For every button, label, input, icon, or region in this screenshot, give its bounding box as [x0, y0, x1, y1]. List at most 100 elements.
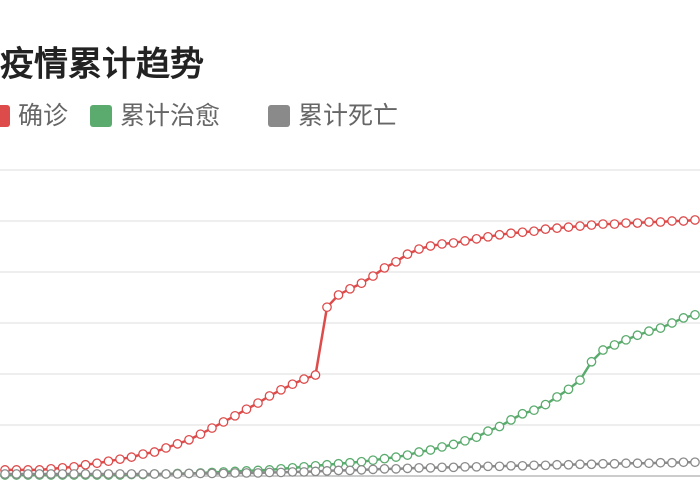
data-point: [92, 458, 102, 469]
data-point: [575, 375, 585, 385]
data-point: [46, 469, 56, 479]
data-point: [356, 278, 367, 289]
data-point: [494, 421, 505, 432]
data-point: [103, 469, 114, 479]
data-point: [402, 463, 413, 474]
data-point: [218, 417, 229, 427]
data-point: [529, 460, 539, 471]
chart-title: 疫情累计趋势: [0, 45, 204, 85]
data-point: [391, 452, 401, 462]
legend-label: 确诊: [18, 101, 68, 130]
data-point: [126, 452, 137, 462]
data-point: [310, 370, 321, 380]
data-point: [690, 215, 700, 225]
data-point: [655, 217, 666, 227]
data-point: [483, 461, 493, 472]
data-point: [506, 415, 516, 425]
data-point: [299, 467, 309, 477]
data-point: [621, 458, 631, 469]
data-point: [287, 467, 298, 477]
data-point: [655, 323, 666, 333]
data-point: [598, 458, 608, 469]
data-point: [149, 469, 160, 479]
data-point: [437, 239, 447, 249]
data-point: [80, 459, 91, 470]
data-point: [368, 464, 378, 475]
data-point: [540, 399, 551, 410]
legend-swatch: [0, 105, 10, 127]
legend-swatch: [268, 105, 290, 127]
data-point: [483, 426, 493, 436]
data-point: [644, 217, 654, 227]
data-point: [632, 218, 643, 228]
data-point: [655, 457, 666, 468]
data-point: [529, 226, 539, 237]
data-point: [241, 468, 252, 478]
data-point: [34, 469, 45, 479]
data-point: [632, 458, 643, 469]
data-point: [437, 462, 447, 473]
data-point: [448, 462, 459, 473]
data-point: [552, 459, 562, 470]
data-point: [276, 467, 286, 478]
series-line: [5, 313, 696, 477]
data-point: [115, 454, 125, 465]
data-point: [644, 458, 654, 469]
data-point: [437, 442, 447, 452]
legend-label: 累计治愈: [120, 101, 220, 130]
data-point: [425, 462, 436, 473]
data-point: [448, 238, 459, 248]
data-point: [678, 313, 689, 323]
data-point: [356, 456, 367, 467]
data-point: [184, 468, 194, 479]
data-point: [207, 423, 217, 433]
data-point: [690, 309, 700, 320]
data-point: [460, 435, 470, 446]
data-point: [195, 429, 206, 440]
data-point: [414, 244, 424, 254]
data-point: [644, 326, 654, 337]
data-point: [69, 469, 79, 479]
data-point: [529, 405, 539, 416]
data-point: [264, 391, 275, 401]
data-point: [253, 468, 263, 478]
data-point: [172, 469, 183, 479]
data-point: [471, 461, 482, 472]
data-point: [678, 216, 689, 226]
data-point: [563, 384, 574, 395]
data-point: [333, 290, 344, 300]
data-point: [540, 460, 551, 471]
data-point: [230, 468, 240, 478]
data-point: [184, 434, 194, 445]
data-point: [678, 457, 689, 468]
data-point: [609, 340, 620, 350]
data-point: [483, 231, 493, 242]
data-point: [80, 469, 91, 479]
data-point: [138, 469, 148, 479]
data-point: [506, 228, 516, 239]
data-point: [322, 466, 332, 476]
data-point: [310, 466, 321, 477]
data-point: [0, 469, 10, 479]
data-point: [506, 460, 516, 471]
data-point: [586, 356, 597, 367]
data-point: [92, 469, 102, 479]
data-point: [241, 404, 252, 415]
data-point: [195, 468, 206, 479]
data-point: [368, 271, 378, 281]
data-point: [667, 457, 677, 468]
data-point: [621, 218, 631, 228]
series-line: [5, 218, 696, 472]
data-point: [218, 468, 229, 479]
data-point: [586, 220, 597, 230]
data-point: [517, 227, 528, 238]
data-point: [402, 249, 413, 259]
data-point: [138, 449, 148, 459]
data-point: [299, 374, 309, 384]
data-point: [598, 345, 608, 355]
data-point: [540, 224, 551, 235]
data-point: [57, 469, 68, 479]
data-point: [471, 234, 482, 244]
data-point: [414, 447, 424, 457]
